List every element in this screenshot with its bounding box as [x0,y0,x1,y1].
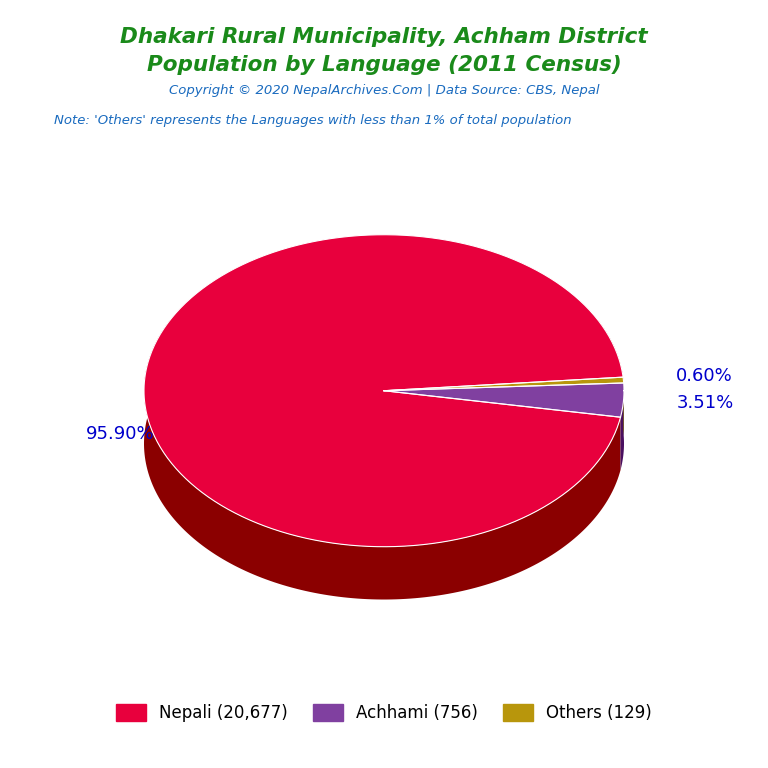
Polygon shape [144,235,623,547]
Polygon shape [384,377,624,391]
Polygon shape [144,319,621,600]
Legend: Nepali (20,677), Achhami (756), Others (129): Nepali (20,677), Achhami (756), Others (… [109,697,659,729]
Text: Note: 'Others' represents the Languages with less than 1% of total population: Note: 'Others' represents the Languages … [54,114,571,127]
Text: Dhakari Rural Municipality, Achham District: Dhakari Rural Municipality, Achham Distr… [120,27,648,47]
Polygon shape [384,383,624,417]
Text: 0.60%: 0.60% [676,367,733,386]
Polygon shape [621,383,624,470]
Text: 95.90%: 95.90% [86,425,154,443]
Text: Population by Language (2011 Census): Population by Language (2011 Census) [147,55,621,75]
Text: 3.51%: 3.51% [677,395,733,412]
Text: Copyright © 2020 NepalArchives.Com | Data Source: CBS, Nepal: Copyright © 2020 NepalArchives.Com | Dat… [169,84,599,98]
Polygon shape [598,320,623,430]
